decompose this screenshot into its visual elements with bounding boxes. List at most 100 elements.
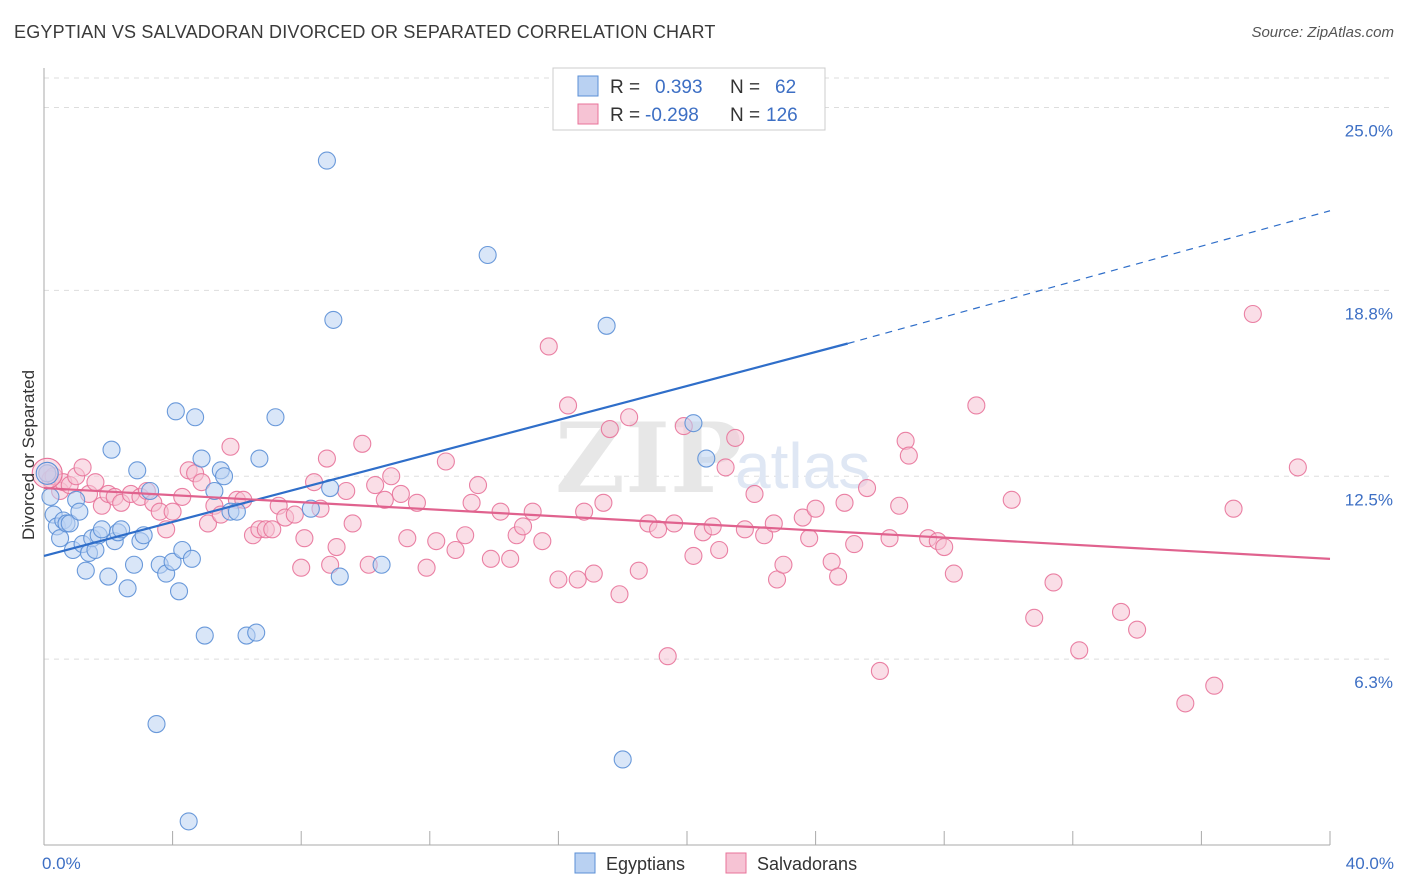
egyptian-point: [169, 582, 189, 601]
y-tick-label: 25.0%: [1345, 122, 1393, 141]
egyptian-point: [597, 316, 616, 335]
salvadoran-point: [1002, 490, 1021, 509]
egyptian-point: [102, 440, 121, 459]
salvadoran-point: [427, 532, 446, 551]
egyptian-point: [92, 520, 111, 539]
legend-r-value: 0.393: [655, 77, 703, 98]
salvadoran-point: [806, 499, 825, 518]
salvadorans-trend-line: [43, 486, 1331, 560]
salvadoran-point: [198, 514, 218, 533]
salvadoran-point: [658, 647, 677, 666]
salvadoran-point: [1044, 573, 1063, 592]
salvadoran-point: [295, 529, 314, 548]
y-axis-label: Divorced or Separated: [19, 370, 38, 540]
salvadoran-point: [353, 434, 372, 453]
salvadoran-point: [845, 535, 864, 554]
egyptian-point: [192, 449, 211, 468]
salvadoran-point: [391, 484, 410, 504]
egyptian-point: [478, 245, 497, 265]
salvadoran-point: [1176, 694, 1195, 713]
egyptian-point: [60, 514, 79, 533]
salvadoran-point: [649, 520, 668, 539]
bottom-legend-salvadorans: Salvadorans: [757, 854, 857, 874]
salvadoran-point: [835, 493, 854, 512]
salvadoran-point: [163, 502, 182, 521]
salvadoran-point: [880, 529, 899, 548]
salvadoran-point: [73, 458, 92, 477]
salvadoran-point: [793, 508, 812, 527]
salvadoran-point: [86, 473, 105, 492]
legend-swatch-pink: [577, 103, 599, 125]
legend-box: R = 0.393 N = 62 R = -0.298 N = 126: [552, 67, 826, 131]
salvadoran-point: [533, 532, 552, 551]
salvadoran-point: [436, 452, 455, 471]
axes-layer: [43, 68, 1331, 846]
egyptian-point: [76, 561, 95, 580]
salvadoran-point: [967, 396, 986, 415]
salvadoran-point: [1288, 458, 1307, 477]
salvadoran-point: [745, 484, 764, 504]
salvadoran-point: [1025, 608, 1044, 627]
salvadoran-point: [523, 502, 542, 521]
egyptian-point: [128, 461, 147, 480]
egyptian-point: [182, 549, 201, 568]
egyptians-trend-extension: [847, 210, 1331, 345]
salvadoran-point: [456, 526, 475, 545]
salvadoran-point: [263, 520, 282, 539]
salvadoran-point: [375, 490, 394, 509]
egyptian-point: [163, 552, 182, 571]
legend-n-value: 62: [775, 77, 796, 98]
salvadoran-point: [539, 337, 558, 356]
legend-r-value: -0.298: [645, 105, 699, 126]
salvadoran-point: [491, 502, 510, 521]
legend-r-label: R =: [610, 105, 640, 126]
salvadoran-point: [584, 564, 603, 583]
egyptian-point: [697, 449, 716, 468]
salvadoran-point: [285, 505, 304, 524]
salvadoran-point: [600, 419, 619, 439]
legend-n-label: N =: [730, 105, 760, 126]
salvadoran-point: [468, 476, 488, 495]
salvadoran-point: [610, 585, 629, 604]
salvadoran-point: [735, 520, 754, 539]
egyptian-point: [118, 579, 137, 598]
egyptian-point: [266, 408, 285, 427]
source-label: Source: ZipAtlas.com: [1251, 24, 1394, 41]
legend-swatch-blue: [577, 75, 599, 97]
salvadoran-point: [568, 570, 587, 589]
bottom-legend-swatch-egyptians: [574, 852, 596, 874]
salvadoran-point: [890, 496, 909, 515]
legend-r-label: R =: [610, 77, 640, 98]
egyptian-point: [301, 499, 320, 518]
chart-title: EGYPTIAN VS SALVADORAN DIVORCED OR SEPAR…: [14, 22, 716, 42]
bottom-legend-egyptians: Egyptians: [606, 854, 685, 874]
salvadoran-point: [1128, 620, 1147, 639]
salvadoran-point: [558, 396, 578, 415]
legend-n-label: N =: [730, 77, 760, 98]
y-tick-label: 12.5%: [1345, 490, 1393, 509]
bottom-legend: Egyptians Salvadorans: [574, 852, 857, 874]
salvadoran-point: [343, 514, 362, 533]
salvadoran-point: [575, 502, 594, 521]
salvadoran-point: [857, 478, 877, 498]
egyptian-point: [227, 502, 246, 521]
egyptian-point: [684, 414, 703, 433]
salvadoran-point: [726, 428, 745, 447]
salvadoran-point: [899, 446, 918, 465]
salvadoran-point: [221, 437, 240, 456]
legend-n-value: 126: [766, 105, 798, 126]
x-tick-label-min: 0.0%: [42, 854, 81, 873]
egyptian-point: [214, 467, 234, 486]
trend-layer: [43, 210, 1331, 560]
salvadoran-point: [481, 549, 500, 568]
egyptian-point: [205, 481, 224, 501]
salvadoran-point: [446, 540, 465, 560]
egyptian-point: [250, 449, 269, 468]
egyptian-point: [41, 487, 60, 506]
egyptian-point: [372, 555, 391, 574]
salvadoran-point: [321, 555, 340, 574]
salvadoran-point: [1111, 602, 1131, 622]
salvadoran-point: [549, 570, 568, 589]
egyptian-point: [124, 555, 144, 574]
salvadoran-point: [870, 661, 889, 681]
